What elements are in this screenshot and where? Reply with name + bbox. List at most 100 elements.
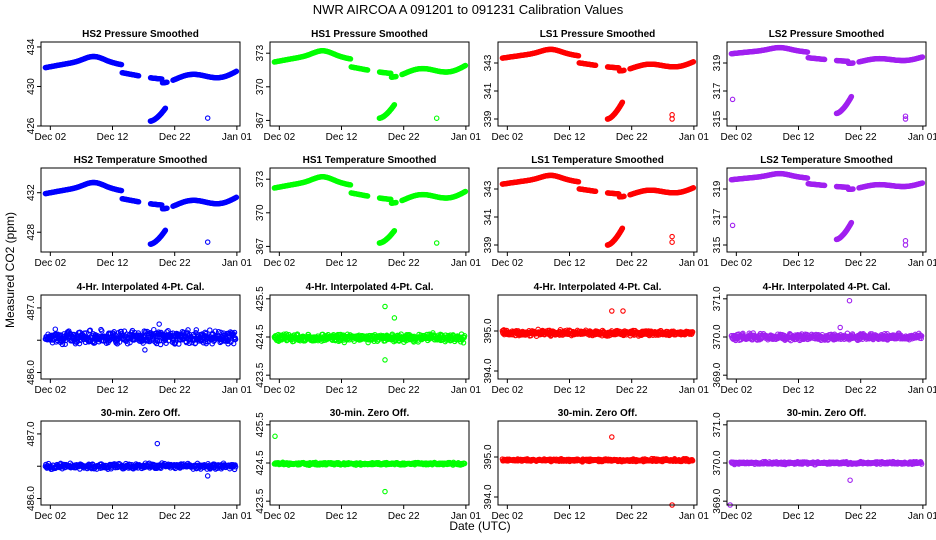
data-point	[848, 93, 855, 100]
panel-title: LS1 Pressure Smoothed	[540, 29, 656, 40]
data-point	[433, 115, 440, 121]
y-tick-label: 487.0	[26, 421, 37, 446]
data-point	[347, 182, 354, 188]
data-point	[462, 188, 469, 195]
data-point	[232, 336, 239, 343]
x-tick-label: Dec 22	[616, 132, 648, 143]
x-tick-label: Jan 01	[679, 258, 709, 269]
panel-title: 4-Hr. Interpolated 4-Pt. Cal.	[534, 282, 662, 293]
data-point	[135, 73, 142, 79]
y-tick-label: 343	[483, 180, 494, 197]
data-point	[729, 96, 736, 103]
x-tick-label: Dec 02	[34, 258, 66, 269]
plot-frame	[40, 41, 241, 127]
panel-title: LS2 Pressure Smoothed	[769, 29, 885, 40]
data-point	[193, 327, 200, 333]
x-tick-label: Dec 12	[97, 258, 129, 269]
data-point	[382, 357, 388, 363]
y-tick-label: 370.0	[712, 324, 723, 349]
y-tick-label: 339	[483, 236, 494, 253]
x-tick-label: Dec 02	[34, 385, 66, 396]
data-point	[157, 341, 164, 348]
data-point	[669, 239, 675, 245]
x-tick-label: Jan 01	[451, 132, 481, 143]
x-tick-label: Jan 01	[222, 385, 252, 396]
y-tick-label: 423.5	[255, 362, 266, 387]
plot-frame	[269, 41, 470, 127]
data-point	[575, 53, 582, 59]
x-axis-label: Date (UTC)	[449, 519, 510, 533]
plot-frame	[269, 167, 470, 253]
data-point	[382, 303, 388, 310]
y-tick-label: 370	[255, 78, 266, 95]
data-point	[52, 326, 59, 332]
panel-title: HS2 Pressure Smoothed	[82, 29, 199, 40]
data-point	[846, 297, 853, 304]
y-tick-label: 434	[26, 38, 37, 55]
data-point	[804, 175, 811, 181]
data-point	[690, 59, 697, 65]
data-point	[850, 60, 856, 66]
panel-title: HS1 Pressure Smoothed	[311, 29, 428, 40]
data-point	[204, 473, 211, 479]
data-point	[398, 331, 404, 337]
panel-title: 4-Hr. Interpolated 4-Pt. Cal.	[77, 282, 205, 293]
x-tick-label: Dec 22	[159, 258, 191, 269]
y-axis-label: Measured CO2 (ppm)	[3, 212, 17, 328]
panel-title: 30-min. Zero Off.	[101, 408, 181, 419]
x-tick-label: Dec 22	[159, 132, 191, 143]
y-tick-label: 395.0	[483, 318, 494, 343]
data-point	[142, 347, 148, 353]
x-tick-label: Dec 22	[159, 511, 191, 522]
chart-title: NWR AIRCOA A 091201 to 091231 Calibratio…	[313, 2, 624, 17]
data-point	[689, 329, 696, 335]
data-point	[162, 227, 169, 234]
data-point	[575, 179, 582, 185]
x-tick-label: Dec 22	[616, 258, 648, 269]
data-point	[447, 332, 454, 338]
data-point	[690, 185, 697, 191]
x-tick-label: Dec 22	[388, 132, 420, 143]
data-point	[621, 67, 627, 74]
x-tick-label: Dec 02	[263, 258, 295, 269]
data-point	[391, 101, 398, 108]
x-tick-label: Jan 01	[679, 132, 709, 143]
y-tick-label: 367	[255, 112, 266, 129]
data-point	[162, 105, 169, 111]
data-point	[461, 333, 468, 339]
x-tick-label: Jan 01	[222, 132, 252, 143]
x-tick-label: Dec 22	[845, 258, 877, 269]
panel-title: LS1 Temperature Smoothed	[531, 155, 664, 166]
data-point	[462, 62, 469, 69]
data-point	[902, 116, 909, 122]
plot-frame	[726, 41, 927, 127]
x-tick-label: Dec 22	[388, 385, 420, 396]
data-point	[233, 194, 240, 201]
data-point	[620, 308, 626, 314]
y-tick-label: 369.0	[712, 362, 723, 387]
data-point	[62, 341, 68, 347]
data-point	[155, 337, 161, 344]
panel-title: LS2 Temperature Smoothed	[760, 155, 893, 166]
y-tick-label: 430	[26, 78, 37, 95]
y-tick-label: 370	[255, 204, 266, 221]
data-point	[918, 333, 925, 339]
data-point	[118, 187, 125, 194]
x-tick-label: Dec 02	[34, 511, 66, 522]
data-point	[164, 79, 170, 85]
data-point	[918, 335, 924, 342]
data-point	[87, 327, 93, 333]
panel-12: 4-Hr. Interpolated 4-Pt. Cal.Dec 02 Dec 1…	[712, 282, 936, 396]
y-tick-label: 486.0	[26, 486, 37, 511]
panel-11: 4-Hr. Interpolated 4-Pt. Cal.Dec 02 Dec 1…	[483, 282, 709, 396]
data-point	[204, 115, 211, 121]
x-tick-label: Dec 12	[326, 258, 358, 269]
data-point	[433, 240, 440, 246]
data-point	[919, 180, 926, 186]
data-point	[848, 219, 855, 226]
